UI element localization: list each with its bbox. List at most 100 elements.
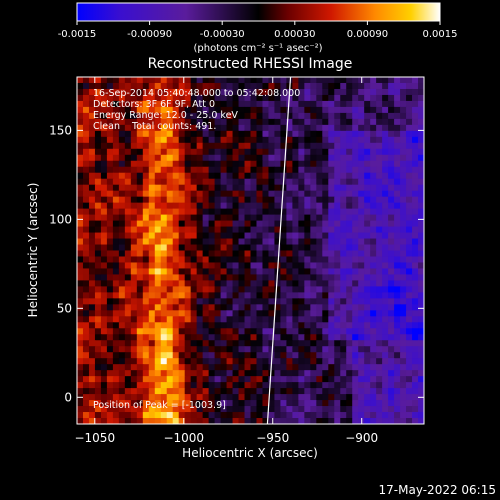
heatmap-cell	[112, 178, 120, 186]
heatmap-cell	[328, 154, 335, 162]
heatmap-cell	[220, 100, 228, 108]
heatmap-cell	[256, 388, 264, 395]
heatmap-cell	[256, 130, 264, 138]
heatmap-cell	[274, 130, 282, 138]
heatmap-cell	[268, 286, 276, 293]
heatmap-cell	[328, 244, 335, 252]
heatmap-cell	[106, 136, 114, 144]
heatmap-cell	[88, 292, 96, 299]
heatmap-cell	[286, 77, 293, 84]
heatmap-cell	[214, 292, 222, 299]
heatmap-cell	[292, 400, 299, 407]
heatmap-cell	[418, 382, 424, 389]
heatmap-cell	[412, 394, 419, 401]
heatmap-cell	[214, 358, 222, 365]
heatmap-cell	[244, 226, 252, 234]
heatmap-cell	[412, 352, 419, 359]
heatmap-cell	[208, 358, 216, 365]
heatmap-cell	[148, 136, 156, 144]
heatmap-cell	[376, 412, 383, 419]
heatmap-cell	[286, 304, 293, 311]
heatmap-cell	[148, 184, 156, 192]
heatmap-cell	[226, 88, 234, 96]
heatmap-cell	[328, 142, 335, 150]
heatmap-cell	[77, 352, 84, 359]
heatmap-cell	[364, 400, 371, 407]
heatmap-cell	[250, 142, 258, 150]
heatmap-cell	[298, 280, 305, 287]
heatmap-cell	[136, 106, 144, 114]
heatmap-cell	[268, 328, 276, 335]
heatmap-cell	[154, 154, 162, 162]
heatmap-cell	[112, 106, 120, 114]
heatmap-cell	[220, 394, 228, 401]
heatmap-cell	[388, 250, 395, 258]
heatmap-cell	[358, 196, 365, 204]
heatmap-cell	[190, 346, 198, 353]
heatmap-cell	[364, 322, 371, 329]
heatmap-cell	[196, 268, 204, 276]
heatmap-cell	[244, 178, 252, 186]
heatmap-cell	[346, 388, 353, 395]
heatmap-cell	[220, 340, 228, 347]
heatmap-cell	[370, 160, 377, 168]
heatmap-cell	[142, 364, 150, 371]
heatmap-cell	[310, 268, 317, 276]
heatmap-cell	[166, 208, 174, 216]
heatmap-cell	[328, 124, 335, 132]
heatmap-cell	[298, 346, 305, 353]
heatmap-cell	[346, 88, 353, 96]
heatmap-cell	[88, 208, 96, 216]
heatmap-cell	[298, 124, 305, 132]
heatmap-cell	[364, 196, 371, 204]
heatmap-cell	[136, 196, 144, 204]
heatmap-cell	[94, 364, 102, 371]
heatmap-cell	[142, 190, 150, 198]
heatmap-cell	[304, 346, 311, 353]
heatmap-cell	[412, 292, 419, 299]
heatmap-cell	[208, 250, 216, 258]
heatmap-cell	[184, 358, 192, 365]
heatmap-cell	[136, 112, 144, 120]
heatmap-cell	[352, 82, 359, 90]
heatmap-cell	[166, 94, 174, 102]
heatmap-cell	[304, 244, 311, 252]
heatmap-cell	[232, 406, 240, 413]
heatmap-cell	[334, 124, 341, 132]
heatmap-cell	[394, 220, 401, 228]
heatmap-cell	[77, 250, 84, 258]
heatmap-cell	[214, 77, 222, 84]
heatmap-cell	[202, 268, 210, 276]
heatmap-cell	[94, 274, 102, 282]
heatmap-cell	[406, 190, 413, 198]
heatmap-cell	[160, 94, 168, 102]
heatmap-cell	[268, 394, 276, 401]
heatmap-cell	[256, 100, 264, 108]
heatmap-cell	[160, 220, 168, 228]
heatmap-cell	[184, 292, 192, 299]
heatmap-cell	[130, 304, 138, 311]
heatmap-cell	[292, 77, 299, 84]
heatmap-cell	[178, 268, 186, 276]
heatmap-cell	[208, 178, 216, 186]
heatmap-cell	[160, 322, 168, 329]
heatmap-cell	[77, 244, 84, 252]
heatmap-cell	[376, 316, 383, 323]
heatmap-cell	[274, 244, 282, 252]
heatmap-cell	[346, 226, 353, 234]
heatmap-cell	[178, 82, 186, 90]
heatmap-cell	[286, 154, 293, 162]
heatmap-cell	[322, 172, 329, 180]
heatmap-cell	[196, 106, 204, 114]
heatmap-cell	[112, 292, 120, 299]
heatmap-cell	[130, 208, 138, 216]
heatmap-cell	[394, 124, 401, 132]
heatmap-cell	[112, 328, 120, 335]
heatmap-cell	[94, 154, 102, 162]
heatmap-cell	[214, 124, 222, 132]
heatmap-cell	[82, 328, 90, 335]
heatmap-cell	[364, 154, 371, 162]
heatmap-cell	[298, 400, 305, 407]
heatmap-cell	[292, 88, 299, 96]
heatmap-cell	[244, 244, 252, 252]
